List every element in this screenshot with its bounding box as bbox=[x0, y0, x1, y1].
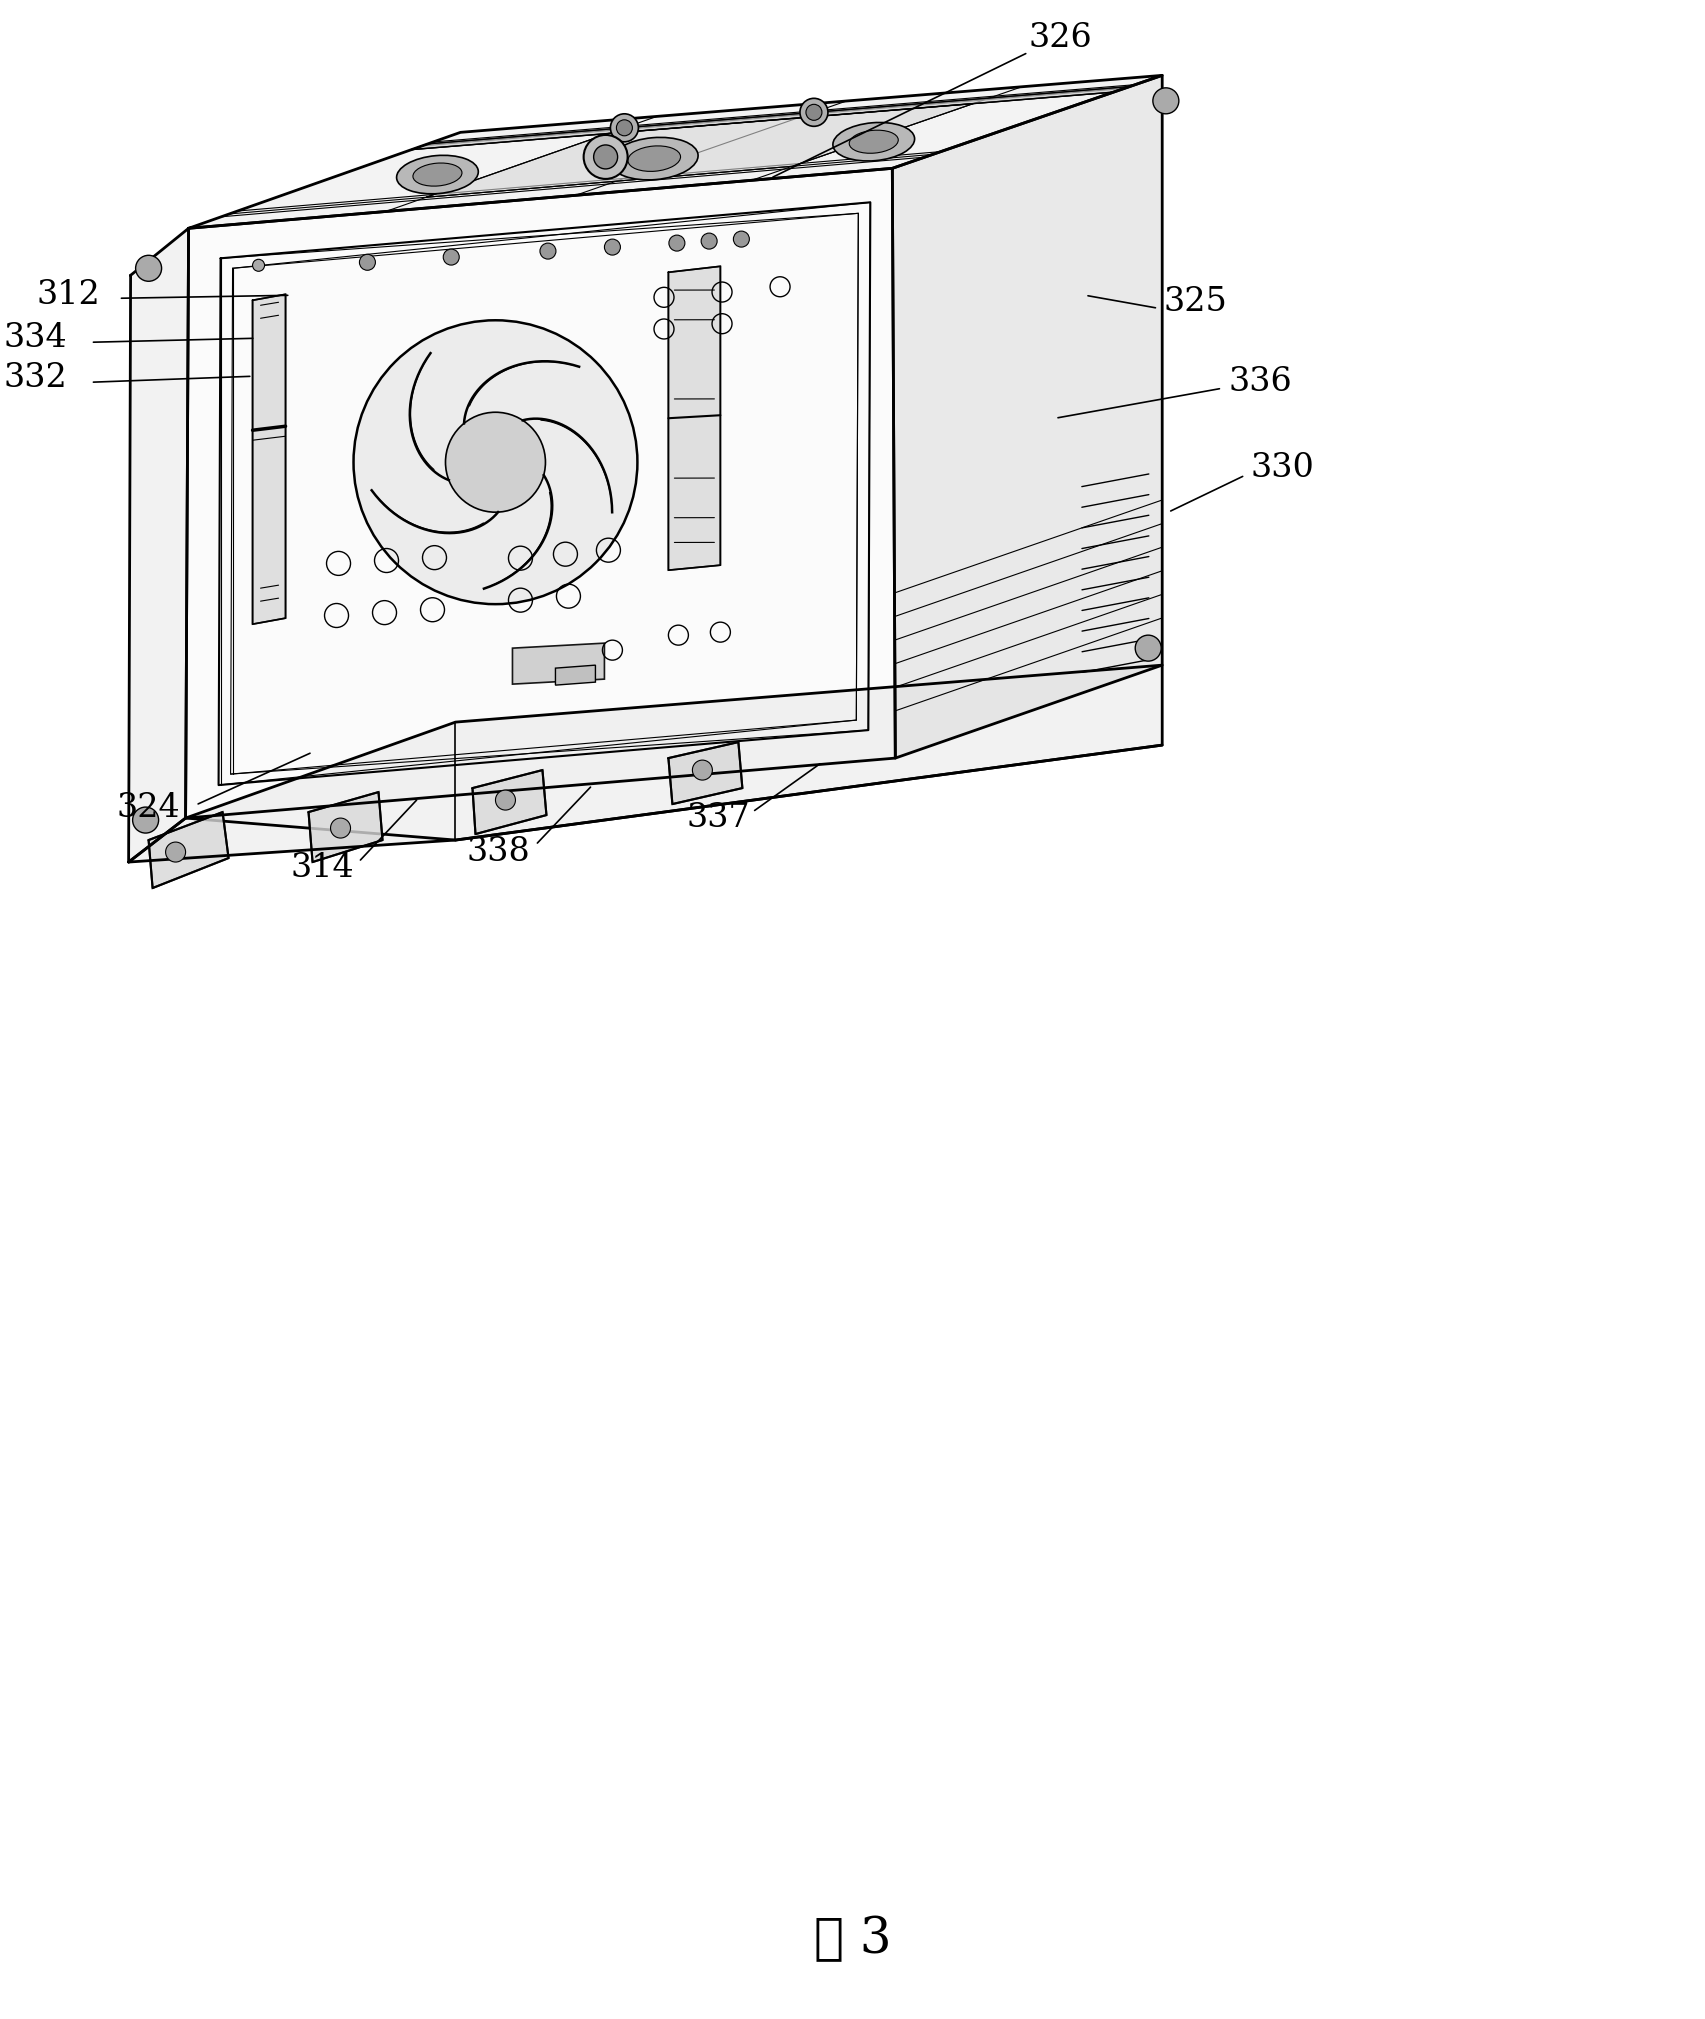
Circle shape bbox=[496, 789, 515, 810]
Polygon shape bbox=[309, 791, 382, 862]
Polygon shape bbox=[556, 664, 595, 684]
Circle shape bbox=[360, 254, 375, 271]
Ellipse shape bbox=[627, 145, 680, 172]
Polygon shape bbox=[252, 295, 285, 624]
Circle shape bbox=[605, 238, 621, 254]
Circle shape bbox=[701, 232, 718, 248]
Text: 325: 325 bbox=[1163, 287, 1228, 319]
Polygon shape bbox=[128, 664, 1163, 862]
Polygon shape bbox=[668, 743, 742, 804]
Circle shape bbox=[583, 135, 627, 180]
Ellipse shape bbox=[610, 137, 697, 180]
Circle shape bbox=[133, 808, 159, 834]
Circle shape bbox=[445, 412, 546, 513]
Circle shape bbox=[165, 842, 186, 862]
Text: 314: 314 bbox=[292, 852, 355, 884]
Polygon shape bbox=[426, 103, 974, 198]
Circle shape bbox=[443, 248, 459, 264]
Circle shape bbox=[540, 242, 556, 258]
Text: 336: 336 bbox=[1228, 365, 1292, 398]
Ellipse shape bbox=[397, 155, 479, 194]
Circle shape bbox=[610, 113, 638, 141]
Circle shape bbox=[1136, 636, 1161, 660]
Text: 337: 337 bbox=[687, 802, 750, 834]
Text: 326: 326 bbox=[1028, 22, 1093, 55]
Circle shape bbox=[668, 234, 685, 250]
Text: 330: 330 bbox=[1250, 452, 1315, 485]
Circle shape bbox=[353, 321, 638, 604]
Circle shape bbox=[136, 254, 162, 281]
Polygon shape bbox=[148, 812, 228, 888]
Circle shape bbox=[1153, 87, 1178, 113]
Text: 324: 324 bbox=[116, 791, 181, 824]
Text: 312: 312 bbox=[38, 279, 101, 311]
Text: 334: 334 bbox=[3, 323, 68, 353]
Polygon shape bbox=[189, 75, 1163, 228]
Circle shape bbox=[617, 119, 633, 135]
Circle shape bbox=[692, 759, 713, 779]
Polygon shape bbox=[186, 168, 895, 818]
Circle shape bbox=[252, 258, 264, 271]
Polygon shape bbox=[892, 75, 1163, 757]
Polygon shape bbox=[472, 769, 546, 834]
Circle shape bbox=[331, 818, 351, 838]
Ellipse shape bbox=[849, 129, 899, 153]
Text: 332: 332 bbox=[3, 361, 68, 394]
Circle shape bbox=[800, 99, 829, 127]
Circle shape bbox=[806, 105, 822, 121]
Polygon shape bbox=[411, 87, 1130, 149]
Ellipse shape bbox=[413, 164, 462, 186]
Ellipse shape bbox=[832, 123, 914, 162]
Polygon shape bbox=[668, 267, 721, 569]
Polygon shape bbox=[128, 228, 189, 862]
Polygon shape bbox=[513, 644, 605, 684]
Circle shape bbox=[733, 230, 750, 246]
Text: 图 3: 图 3 bbox=[813, 1914, 892, 1964]
Circle shape bbox=[593, 145, 617, 170]
Text: 338: 338 bbox=[467, 836, 530, 868]
